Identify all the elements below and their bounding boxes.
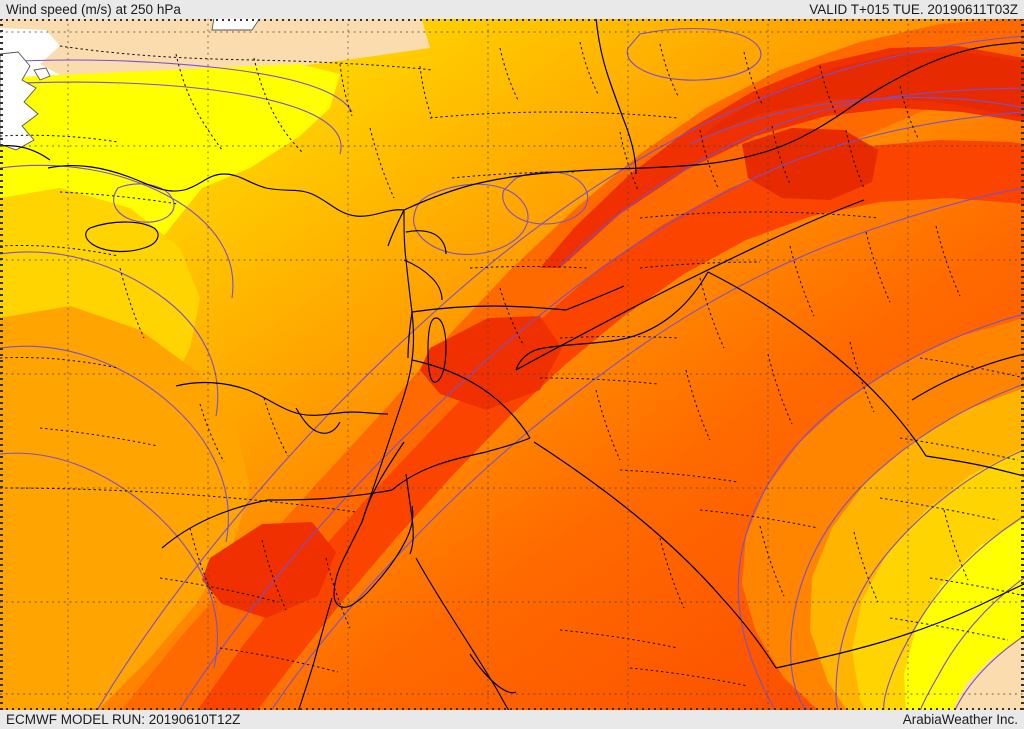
contour-bands [0,18,1024,712]
band-cream-nw2 [0,18,260,68]
red-sea-inner [469,653,517,694]
aegean-sea [0,51,39,151]
band-jetcore-ne2 [700,52,1024,138]
red-sea-west [297,597,333,712]
band-cream-se [952,638,1024,712]
graticule [0,18,1024,712]
map-canvas [0,18,1024,712]
national-borders [161,18,1024,669]
nile-delta [295,407,341,434]
aegean-islands [33,67,51,81]
blob-max-b [420,316,562,410]
footer-bar: ECMWF MODEL RUN: 20190610T12Z ArabiaWeat… [0,710,1024,729]
page-title: Wind speed (m/s) at 250 hPa [6,2,181,17]
sinai [333,505,414,608]
band-orange-west [0,306,250,712]
band-red-levant [196,140,1024,712]
wind-speed-map[interactable] [0,18,1024,712]
contour-lines [0,28,1024,712]
gulf-of-aqaba [405,473,414,555]
model-run-label: ECMWF MODEL RUN: 20190610T12Z [6,712,241,727]
attribution-label: ArabiaWeather Inc. [902,712,1018,727]
dead-sea [427,317,447,383]
header-bar: Wind speed (m/s) at 250 hPa VALID T+015 … [0,0,1024,19]
valid-time-label: VALID T+015 TUE. 20190611T03Z [809,2,1018,17]
cyprus [85,221,159,253]
black-sea-edge [211,18,261,31]
red-sea-east [415,557,511,712]
gulf-coast [911,353,1024,401]
blob-max-a [742,128,878,200]
admin-boundaries [0,41,1024,687]
band-jetcore-ne [540,46,1024,268]
jordan-border [411,305,567,313]
sea-areas [0,18,261,151]
